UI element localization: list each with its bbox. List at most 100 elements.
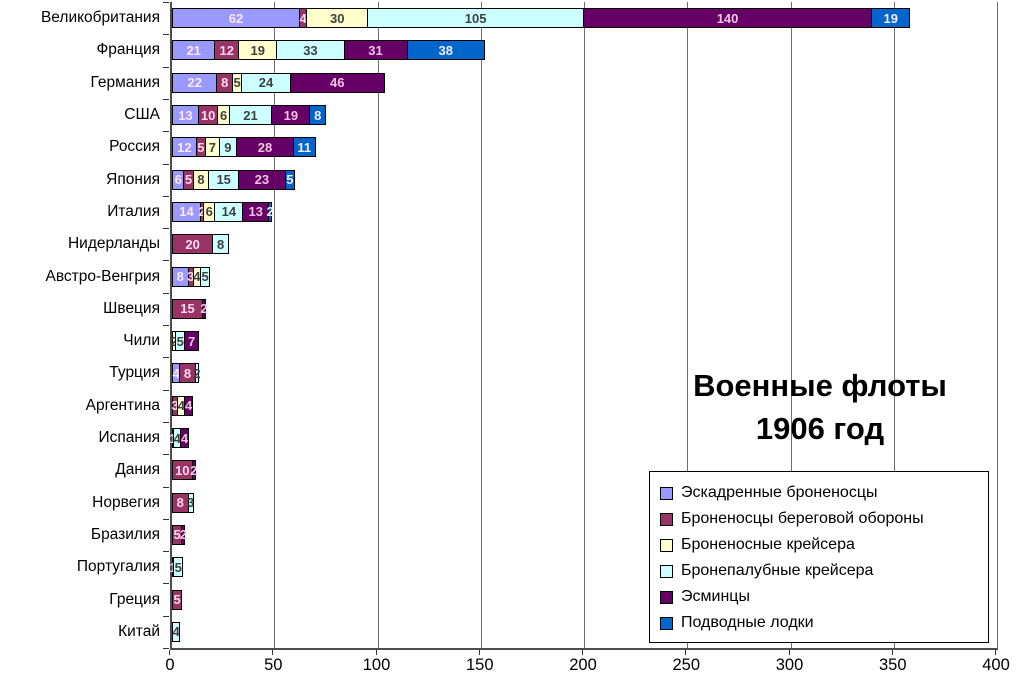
bar-row: 10 2	[172, 460, 198, 481]
bar-segment: 8	[212, 234, 229, 255]
bar-value-label: 6	[205, 204, 213, 220]
category-label: Греция	[109, 590, 160, 608]
bar-value-label: 3	[187, 269, 195, 285]
legend-swatch	[660, 538, 673, 552]
bar-value-label: 31	[368, 42, 383, 58]
bar-value-label: 5	[201, 269, 209, 285]
bar-segment: 14	[172, 201, 201, 222]
bar-row: 14 2 6 14 13 2	[172, 201, 274, 222]
bar-value-label: 2	[190, 462, 198, 478]
bar-segment: 2	[180, 524, 187, 545]
bar-value-label: 15	[216, 172, 231, 188]
bar-value-label: 4	[193, 269, 201, 285]
bar-value-label: 33	[303, 42, 318, 58]
bar-segment: 13	[242, 201, 270, 222]
bar-segment: 5	[199, 266, 211, 287]
bar-value-label: 28	[257, 139, 273, 155]
bar-value-label: 14	[221, 204, 237, 220]
legend-item: Броненосцы береговой обороны	[660, 506, 988, 532]
bar-segment: 33	[276, 40, 345, 61]
category-label: Россия	[109, 138, 160, 156]
y-tick-mark-18	[163, 583, 169, 585]
legend-item: Бронепалубные крейсера	[660, 558, 988, 584]
y-tick-mark-5	[163, 163, 169, 165]
x-tick-mark-150	[478, 650, 480, 655]
bar-value-label: 8	[314, 107, 322, 123]
bar-segment: 19	[871, 8, 911, 29]
y-tick-mark-8	[163, 260, 169, 262]
category-label: Великобритания	[40, 9, 160, 27]
bar-segment: 15	[208, 169, 240, 190]
chart-title-line2: 1906 год	[755, 411, 885, 447]
bar-value-label: 105	[464, 10, 487, 26]
chart-title: Военные флоты 1906 год	[645, 364, 995, 451]
gridline-x-150	[480, 2, 482, 648]
y-tick-mark-2	[163, 66, 169, 68]
y-tick-mark-12	[163, 389, 169, 391]
bar-value-label: 5	[176, 333, 184, 349]
category-label: Аргентина	[85, 396, 160, 414]
bar-segment: 7	[184, 331, 199, 352]
category-label: Германия	[90, 73, 161, 91]
y-tick-mark-20	[163, 648, 169, 649]
bar-segment: 2	[200, 298, 208, 319]
bar-segment: 19	[238, 40, 278, 61]
bar-value-label: 7	[188, 333, 196, 349]
bar-value-label: 19	[283, 107, 299, 123]
legend-label: Подводные лодки	[681, 614, 814, 631]
x-tick-label-200: 200	[569, 656, 597, 674]
bar-value-label: 8	[216, 236, 225, 252]
legend-swatch	[660, 590, 673, 604]
gridline-x-200	[584, 2, 585, 648]
bar-row: 62 4 30 105 140 19	[172, 8, 911, 29]
legend-swatch	[660, 616, 673, 630]
legend-label: Эсминцы	[681, 588, 750, 605]
bar-value-label: 4	[184, 398, 193, 414]
bar-row: 15 2	[172, 298, 208, 319]
bar-segment: 19	[271, 105, 311, 126]
bar-value-label: 1	[169, 561, 176, 574]
bar-value-label: 19	[250, 42, 265, 58]
legend: Эскадренные броненосцы Броненосцы берегов…	[649, 471, 989, 643]
bar-value-label: 5	[174, 559, 182, 575]
legend-swatch	[660, 512, 673, 526]
bar-segment: 22	[172, 72, 218, 93]
bar-value-label: 4	[177, 398, 185, 414]
bar-value-label: 24	[258, 75, 274, 91]
x-tick-mark-0	[169, 650, 170, 655]
bar-value-label: 22	[187, 75, 202, 91]
bar-segment: 28	[236, 137, 294, 158]
bar-segment: 6	[172, 169, 185, 190]
bar-value-label: 38	[438, 42, 453, 58]
gridline-x-400	[997, 2, 998, 648]
y-tick-mark-6	[163, 195, 169, 197]
gridline-x-100	[377, 2, 379, 648]
bar-segment: 24	[241, 72, 291, 93]
bar-segment: 4	[180, 428, 189, 449]
x-tick-mark-200	[582, 650, 583, 655]
y-tick-mark-14	[163, 454, 169, 456]
category-label: Дания	[115, 461, 160, 479]
bar-value-label: 30	[330, 10, 345, 26]
category-label: Австро-Венгрия	[45, 267, 161, 285]
bar-segment: 20	[172, 234, 214, 255]
y-tick-mark-0	[163, 2, 169, 3]
category-label: США	[124, 106, 160, 124]
y-tick-mark-17	[163, 551, 169, 553]
bar-segment: 11	[292, 137, 316, 158]
category-label: Китай	[118, 622, 160, 640]
bar-segment: 4	[184, 395, 193, 416]
category-label: Португалия	[76, 558, 160, 576]
bar-value-label: 140	[716, 10, 739, 26]
x-tick-label-0: 0	[165, 656, 175, 674]
bar-segment: 140	[583, 8, 873, 29]
x-tick-mark-250	[685, 650, 687, 655]
bar-segment: 62	[172, 8, 301, 29]
bar-segment: 46	[289, 72, 385, 93]
category-label: Швеция	[103, 299, 160, 317]
bar-segment: 5	[284, 169, 295, 190]
x-tick-label-300: 300	[775, 656, 804, 674]
bar-row: 13 10 6 21 19 8	[172, 105, 326, 126]
bar-segment: 5	[172, 589, 183, 610]
bar-value-label: 4	[173, 430, 181, 446]
